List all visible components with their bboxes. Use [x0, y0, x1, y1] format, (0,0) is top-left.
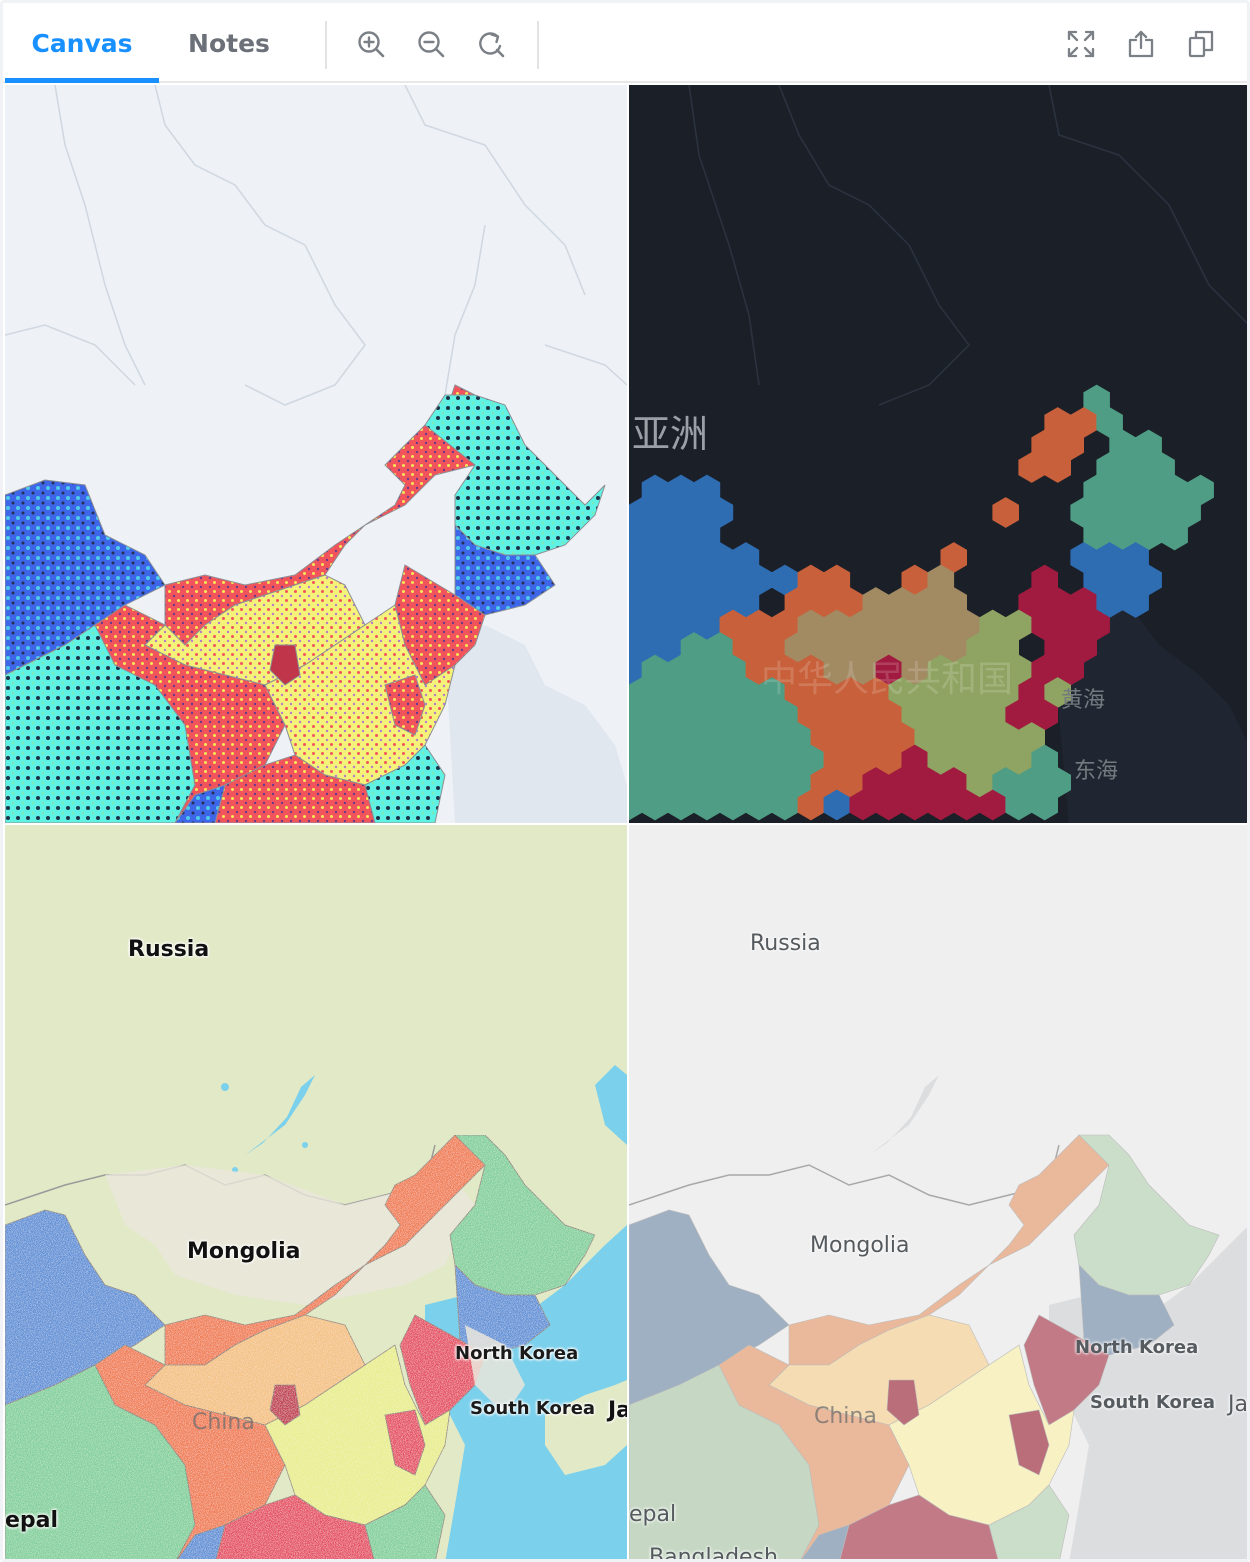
china-label: China — [814, 1404, 877, 1429]
hexagon-cell — [1122, 587, 1149, 618]
map-top-right-canvas — [629, 85, 1247, 823]
map-bottom-left-canvas — [5, 1065, 627, 1559]
mongolia-label: Mongolia — [810, 1233, 910, 1258]
hexagon-cell — [992, 497, 1020, 528]
copy-button[interactable] — [1180, 23, 1222, 65]
hexagon-cell — [1161, 519, 1188, 551]
tab-canvas[interactable]: Canvas — [5, 3, 159, 83]
south-korea-label: South Korea — [1090, 1392, 1216, 1413]
refresh-icon — [479, 32, 505, 58]
mongolia-label: Mongolia — [187, 1239, 301, 1264]
china-label: China — [192, 1410, 255, 1435]
fullscreen-icon — [1067, 30, 1095, 58]
map-top-left[interactable] — [5, 85, 627, 823]
zoom-in-icon — [358, 31, 385, 58]
toolbar: Canvas Notes — [3, 3, 1247, 83]
yellow-sea-label: 黄海 — [1061, 688, 1106, 713]
east-sea-label: 东海 — [1074, 759, 1119, 784]
hexagon-cell — [1044, 452, 1072, 483]
fullscreen-button[interactable] — [1060, 23, 1102, 65]
map-bottom-left[interactable]: Russia Mongolia North Korea South Korea … — [5, 825, 627, 1559]
refresh-button[interactable] — [470, 23, 512, 65]
hexagon-cell — [1031, 789, 1059, 821]
zoom-out-button[interactable] — [410, 23, 452, 65]
tab-notes[interactable]: Notes — [188, 28, 270, 58]
north-korea-label: North Korea — [1075, 1337, 1199, 1358]
zoom-out-icon — [418, 31, 445, 58]
toolbar-divider — [325, 21, 327, 69]
toolbar-divider — [537, 21, 539, 69]
map-bottom-right[interactable]: Russia Mongolia North Korea South Korea … — [629, 825, 1248, 1562]
russia-label: Russia — [128, 937, 210, 962]
copy-icon — [1188, 30, 1214, 58]
zoom-in-button[interactable] — [350, 23, 392, 65]
map-top-right[interactable]: 亚洲 中华人民共和国 黄海 东海 — [629, 85, 1247, 823]
map-bottom-right-canvas — [629, 1075, 1247, 1559]
share-button[interactable] — [1120, 23, 1162, 65]
north-korea-label: North Korea — [455, 1343, 579, 1364]
china-label: 中华人民共和国 — [761, 659, 1014, 700]
nepal-label: epal — [629, 1502, 677, 1527]
nepal-label: epal — [5, 1508, 59, 1533]
share-icon — [1128, 30, 1154, 58]
bangladesh-label: Bangladesh — [649, 1545, 778, 1562]
japan-label: Ja — [1228, 1392, 1248, 1417]
asia-label: 亚洲 — [632, 412, 709, 456]
south-korea-label: South Korea — [470, 1398, 596, 1419]
map-top-left-canvas — [5, 85, 627, 823]
japan-label: Ja — [608, 1398, 627, 1423]
russia-label: Russia — [750, 931, 821, 956]
